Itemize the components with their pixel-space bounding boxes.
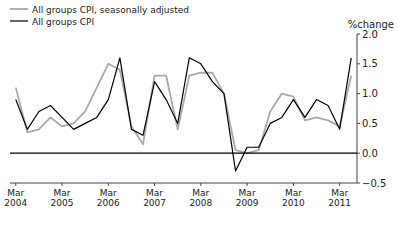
x-tick-label-line: Mar [100, 188, 117, 198]
x-tick [293, 183, 294, 186]
x-tick [247, 183, 248, 186]
chart: −0.50.00.51.01.52.0%changeMar2004Mar2005… [0, 0, 397, 227]
x-tick-label-line: 2010 [282, 198, 305, 208]
x-tick-label-line: 2005 [51, 198, 74, 208]
y-tick [357, 123, 360, 124]
x-tick-label: Mar2009 [236, 188, 259, 208]
x-tick-label-line: 2009 [236, 198, 259, 208]
series-line [16, 64, 351, 153]
x-tick-label-line: 2006 [97, 198, 120, 208]
x-tick-label: Mar2004 [4, 188, 27, 208]
y-tick-label: 0.0 [362, 148, 378, 159]
y-axis-label: %change [348, 19, 394, 30]
x-tick-label-line: 2008 [189, 198, 212, 208]
legend-swatch [10, 20, 28, 21]
x-tick-label-line: Mar [239, 188, 256, 198]
legend-swatch [10, 8, 28, 10]
x-tick-label: Mar2008 [189, 188, 212, 208]
y-tick [357, 93, 360, 94]
y-tick-label: −0.5 [362, 178, 386, 189]
x-tick [62, 183, 63, 186]
series-line [16, 58, 351, 171]
x-tick-label: Mar2010 [282, 188, 305, 208]
y-tick [357, 153, 360, 154]
legend-label: All groups CPI [32, 17, 94, 27]
zero-line [10, 153, 357, 154]
x-tick [154, 183, 155, 186]
x-tick-label-line: Mar [54, 188, 71, 198]
y-tick [357, 34, 360, 35]
x-tick-label-line: Mar [192, 188, 209, 198]
x-tick-label: Mar2011 [328, 188, 351, 208]
y-tick-label: 0.5 [362, 118, 378, 129]
y-axis-line [357, 34, 358, 183]
x-tick-label: Mar2006 [97, 188, 120, 208]
x-tick-label-line: Mar [146, 188, 163, 198]
plot-area [16, 58, 351, 171]
x-tick [108, 183, 109, 186]
x-tick-label-line: 2004 [4, 198, 27, 208]
legend-label: All groups CPI, seasonally adjusted [32, 5, 189, 15]
y-tick [357, 183, 360, 184]
y-tick [357, 63, 360, 64]
y-tick-label: 1.5 [362, 58, 378, 69]
x-tick-label-line: Mar [7, 188, 24, 198]
legend: All groups CPI, seasonally adjusted All g… [10, 5, 189, 27]
y-tick-label: 2.0 [362, 29, 378, 40]
x-tick-label-line: Mar [331, 188, 348, 198]
x-tick [15, 183, 16, 186]
x-tick [339, 183, 340, 186]
x-tick-label-line: Mar [285, 188, 302, 198]
x-tick-label: Mar2005 [51, 188, 74, 208]
x-tick-label-line: 2007 [143, 198, 166, 208]
x-tick [200, 183, 201, 186]
x-tick-label: Mar2007 [143, 188, 166, 208]
x-tick-label-line: 2011 [328, 198, 351, 208]
y-tick-label: 1.0 [362, 88, 378, 99]
